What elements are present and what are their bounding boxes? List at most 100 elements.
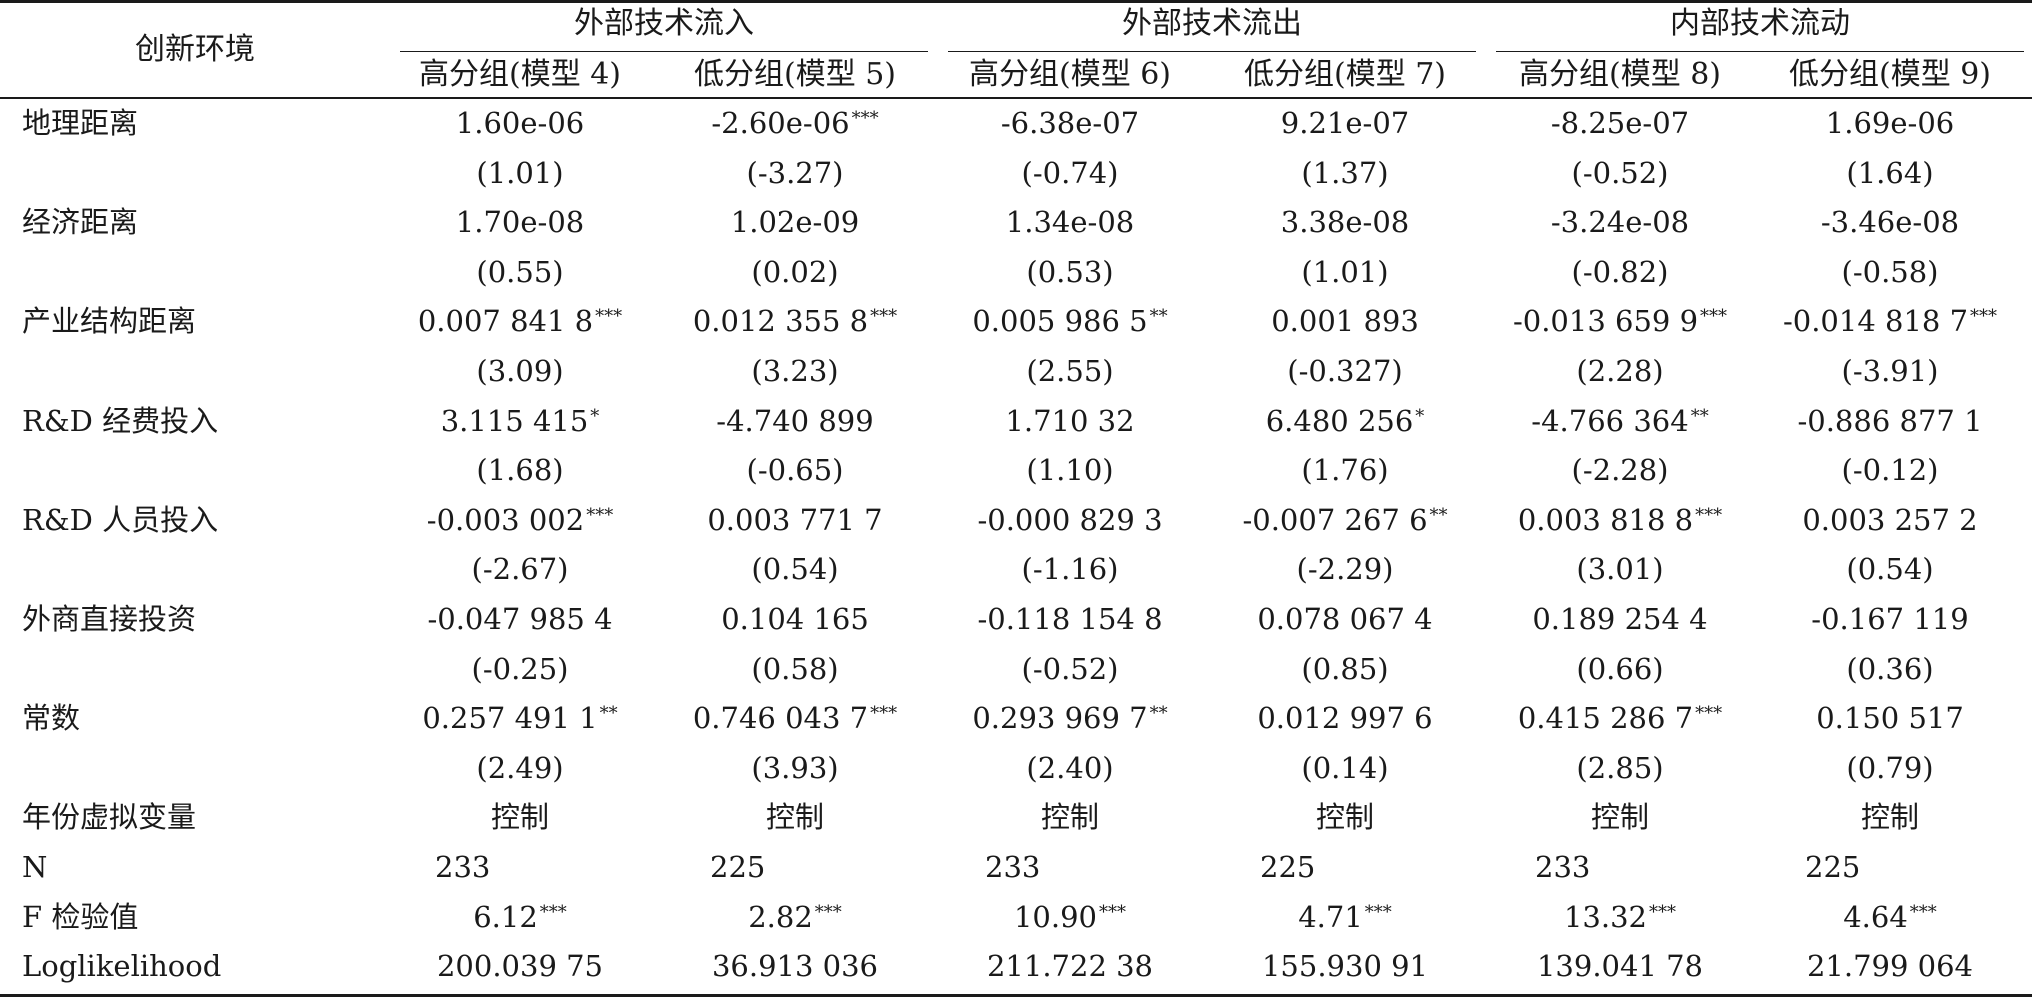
t-stat-cell-text: (2.40)	[1026, 750, 1114, 785]
t-stat-cell-text: (0.14)	[1301, 750, 1389, 785]
row-label: 常数	[22, 700, 80, 736]
coefficient-cell-text: 0.293 969 7	[972, 701, 1148, 736]
t-stat-cell-text: (-0.12)	[1841, 453, 1939, 488]
year-dummy-cell: 控制	[1740, 799, 2032, 835]
t-stat-cell: (-2.29)	[1195, 551, 1495, 587]
significance-stars: ***	[1695, 504, 1723, 526]
t-stat-cell: (0.54)	[1740, 551, 2032, 587]
loglikelihood-cell-text: 21.799 064	[1806, 949, 1974, 984]
coefficient-cell: -8.25e-07	[1470, 105, 1770, 141]
coefficient-cell: 0.007 841 8 ***	[370, 303, 670, 339]
significance-stars: *	[1415, 405, 1425, 427]
coefficient-cell: 0.257 491 1 **	[370, 700, 670, 736]
coefficient-cell-text: 0.003 818 8	[1517, 502, 1694, 537]
row-label-text: 年份虚拟变量	[22, 800, 197, 835]
coefficient-cell-text: 3.115 415	[440, 403, 589, 438]
t-stat-cell-text: (2.28)	[1576, 354, 1664, 388]
coefficient-cell: -2.60e-06 ***	[645, 105, 945, 141]
year-dummy-cell: 控制	[370, 799, 670, 835]
row-label-text: 地理距离	[22, 106, 139, 140]
coefficient-cell-text: 0.012 997 6	[1257, 701, 1433, 736]
coefficient-cell-text: 1.34e-08	[1005, 205, 1135, 240]
t-stat-cell: (-0.327)	[1195, 353, 1495, 389]
loglikelihood-cell: 211.722 38	[920, 948, 1220, 984]
significance-stars: *	[590, 405, 600, 427]
t-stat-cell-text: (-0.25)	[471, 651, 569, 686]
row-label-text: R&D 经费投入	[22, 403, 219, 438]
t-stat-cell: (-0.25)	[370, 651, 670, 687]
row-label-text: 产业结构距离	[22, 304, 197, 339]
t-stat-cell: (1.01)	[370, 155, 670, 191]
significance-stars: ***	[1909, 901, 1937, 923]
t-stat-cell: (3.01)	[1470, 551, 1770, 587]
coefficient-cell-text: -3.24e-08	[1550, 205, 1690, 240]
coefficient-cell-text: 1.69e-06	[1825, 106, 1955, 140]
coefficient-cell: -3.24e-08	[1470, 204, 1770, 240]
coefficient-cell-text: 9.21e-07	[1280, 106, 1410, 140]
coefficient-cell: 0.189 254 4	[1470, 601, 1770, 637]
row-label: 产业结构距离	[22, 303, 196, 339]
coefficient-cell-text: -0.167 119	[1811, 602, 1969, 636]
t-stat-cell-text: (0.58)	[751, 651, 839, 686]
t-stat-cell: (0.66)	[1470, 651, 1770, 687]
coefficient-cell-text: 0.189 254 4	[1532, 602, 1708, 636]
coefficient-cell: 0.104 165	[645, 601, 945, 637]
table-top-rule	[0, 0, 2032, 3]
coefficient-cell-text: -0.000 829 3	[977, 502, 1163, 537]
t-stat-cell-text: (1.10)	[1026, 453, 1114, 488]
coefficient-cell-text: -4.766 364	[1531, 403, 1689, 438]
coefficient-cell-text: 0.007 841 8	[417, 304, 594, 339]
coefficient-cell: -0.118 154 8	[920, 601, 1220, 637]
coefficient-cell: -0.007 267 6 **	[1195, 502, 1495, 538]
n-cell: 233	[985, 849, 1040, 885]
loglikelihood-cell: 21.799 064	[1740, 948, 2032, 984]
f-stat-cell-text: 2.82	[748, 899, 813, 934]
f-stat-cell: 4.71 ***	[1195, 899, 1495, 935]
model-header-text: 高分组(模型 6)	[968, 57, 1172, 92]
coefficient-cell: -3.46e-08	[1740, 204, 2032, 240]
coefficient-cell-text: 1.02e-09	[730, 205, 860, 240]
model-header-text: 低分组(模型 5)	[693, 57, 897, 92]
t-stat-cell-text: (-0.58)	[1841, 254, 1939, 289]
coefficient-cell: 0.003 257 2	[1740, 502, 2032, 538]
t-stat-cell-text: (2.49)	[476, 750, 564, 785]
coefficient-cell: 3.38e-08	[1195, 204, 1495, 240]
t-stat-cell-text: (0.55)	[476, 254, 564, 289]
corner-header: 创新环境	[135, 32, 255, 67]
t-stat-cell: (1.01)	[1195, 254, 1495, 290]
n-cell: 225	[710, 849, 765, 885]
t-stat-cell: (-3.91)	[1740, 353, 2032, 389]
coefficient-cell-text: 0.001 893	[1271, 304, 1419, 339]
t-stat-cell: (0.14)	[1195, 750, 1495, 786]
coefficient-cell-text: 1.70e-08	[455, 205, 585, 240]
group-header: 外部技术流出	[1122, 6, 1302, 41]
t-stat-cell: (-0.74)	[920, 155, 1220, 191]
coefficient-cell-text: -0.013 659 9	[1512, 304, 1699, 339]
coefficient-cell-text: 0.104 165	[721, 602, 869, 636]
row-label: 年份虚拟变量	[22, 799, 196, 835]
t-stat-cell: (1.37)	[1195, 155, 1495, 191]
table-header-rule	[0, 97, 2032, 99]
t-stat-cell: (1.64)	[1740, 155, 2032, 191]
n-cell: 233	[1535, 849, 1590, 885]
coefficient-cell: 1.60e-06	[370, 105, 670, 141]
coefficient-cell: -0.047 985 4	[370, 601, 670, 637]
row-label-text: N	[22, 850, 48, 884]
coefficient-cell-text: 0.003 771 7	[707, 502, 883, 537]
t-stat-cell-text: (2.85)	[1576, 750, 1664, 785]
coefficient-cell: -0.886 877 1	[1740, 403, 2032, 439]
model-header: 高分组(模型 8)	[1470, 57, 1770, 93]
t-stat-cell-text: (0.36)	[1846, 651, 1934, 686]
significance-stars: **	[1149, 703, 1168, 725]
group-underline	[1496, 51, 2024, 52]
model-header: 低分组(模型 7)	[1195, 57, 1495, 93]
loglikelihood-cell-text: 155.930 91	[1261, 949, 1429, 984]
significance-stars: **	[1690, 405, 1709, 427]
coefficient-cell-text: 3.38e-08	[1280, 205, 1410, 240]
row-label: F 检验值	[22, 899, 138, 935]
significance-stars: ***	[1695, 703, 1723, 725]
coefficient-cell: 0.003 771 7	[645, 502, 945, 538]
significance-stars: ***	[1700, 306, 1728, 328]
loglikelihood-cell: 139.041 78	[1470, 948, 1770, 984]
coefficient-cell-text: -0.014 818 7	[1782, 304, 1969, 339]
